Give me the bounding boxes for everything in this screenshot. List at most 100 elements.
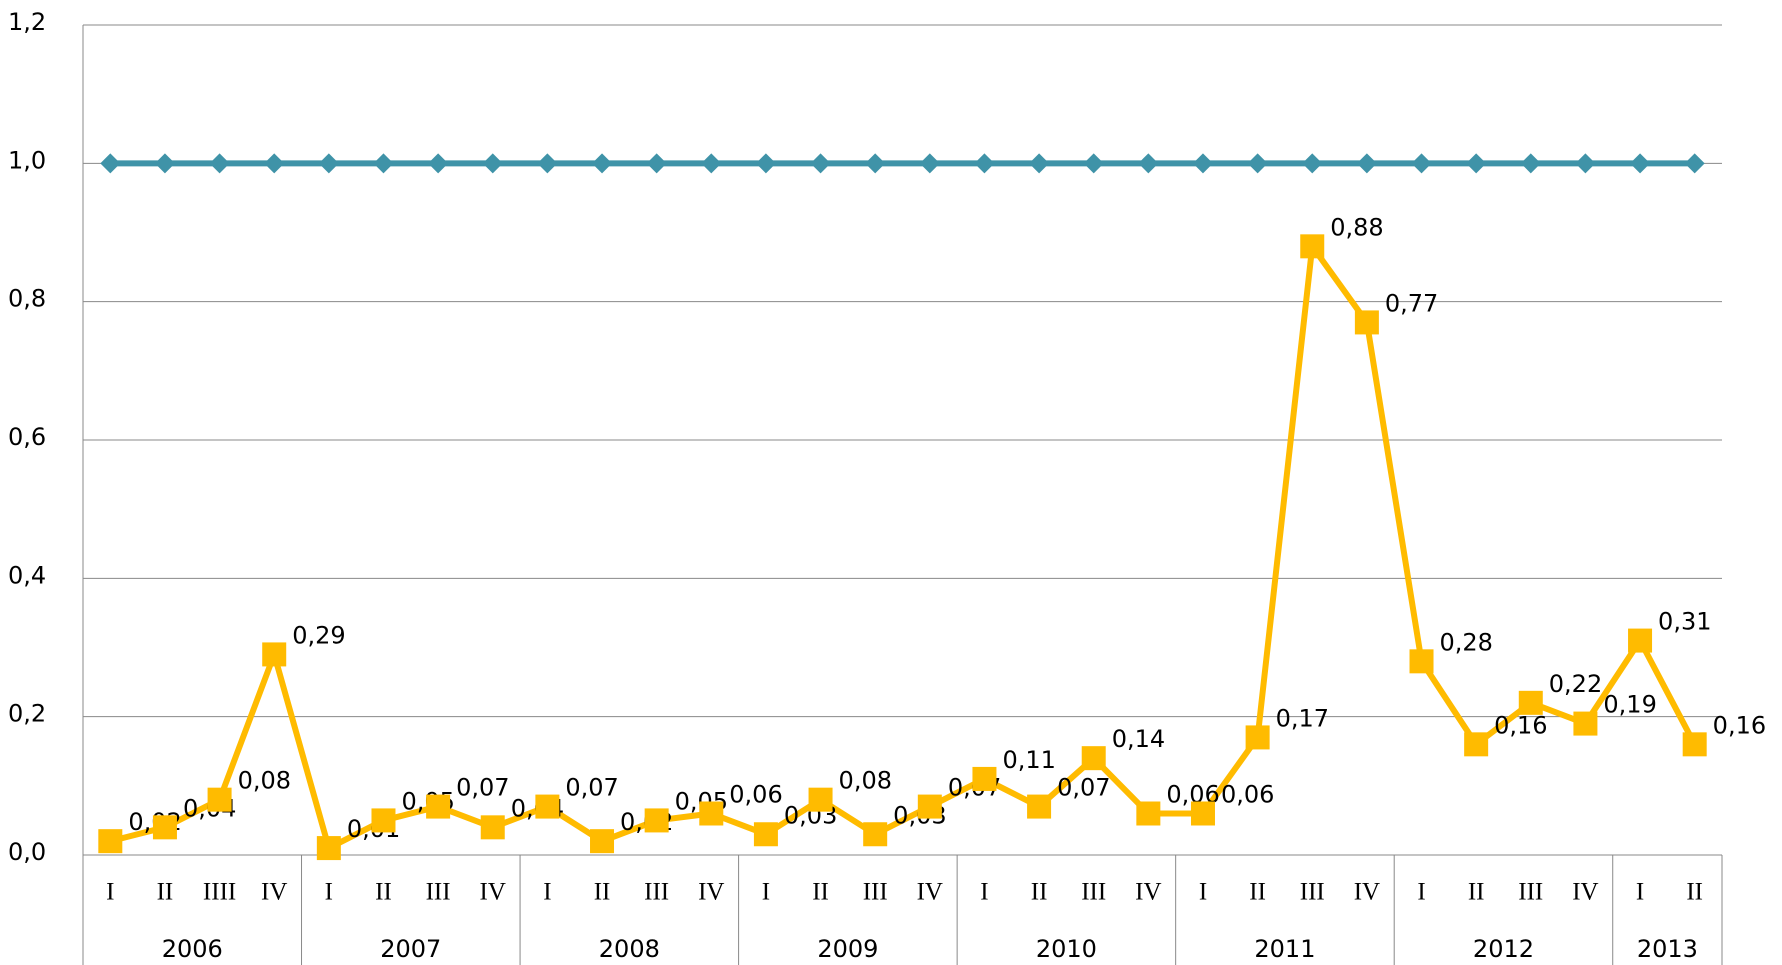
marker <box>1191 802 1215 826</box>
marker <box>1082 746 1106 770</box>
data-label: 0,06 <box>1221 781 1274 809</box>
marker <box>537 153 557 173</box>
x-tick-label: III <box>644 879 669 906</box>
data-label: 0,22 <box>1549 670 1602 698</box>
data-label: 0,11 <box>1002 746 1055 774</box>
marker <box>972 767 996 791</box>
data-label: 0,29 <box>292 621 345 649</box>
marker <box>645 808 669 832</box>
marker <box>756 153 776 173</box>
x-group-label: 2010 <box>1036 935 1097 963</box>
x-tick-label: III <box>426 879 451 906</box>
marker <box>481 815 505 839</box>
marker <box>1628 629 1652 653</box>
data-label: 0,31 <box>1658 608 1711 636</box>
marker <box>1573 712 1597 736</box>
x-group-label: 2006 <box>162 935 223 963</box>
marker <box>1685 153 1705 173</box>
marker <box>1575 153 1595 173</box>
data-label: 0,19 <box>1603 691 1656 719</box>
marker <box>1302 153 1322 173</box>
x-tick-label: II <box>1686 879 1703 906</box>
y-tick-label: 1,2 <box>8 8 46 36</box>
marker <box>863 822 887 846</box>
x-tick-label: IV <box>1354 879 1380 906</box>
y-tick-label: 0,8 <box>8 285 46 313</box>
x-tick-label: III <box>1300 879 1325 906</box>
x-group-label: 2013 <box>1637 935 1698 963</box>
data-label: 0,06 <box>729 781 782 809</box>
marker <box>1519 691 1543 715</box>
marker <box>483 153 503 173</box>
x-tick-label: IV <box>480 879 506 906</box>
data-label: 0,28 <box>1440 628 1493 656</box>
marker <box>754 822 778 846</box>
marker <box>264 153 284 173</box>
x-tick-label: II <box>375 879 392 906</box>
x-tick-label: IIII <box>203 879 236 906</box>
x-tick-label: I <box>1199 879 1207 906</box>
data-label: 0,16 <box>1494 711 1547 739</box>
marker <box>1136 802 1160 826</box>
marker <box>1027 795 1051 819</box>
x-tick-label: II <box>157 879 174 906</box>
x-tick-label: IV <box>1135 879 1161 906</box>
marker <box>428 153 448 173</box>
x-tick-label: IV <box>698 879 724 906</box>
marker <box>262 642 286 666</box>
data-label: 0,08 <box>839 767 892 795</box>
marker <box>1357 153 1377 173</box>
x-group-label: 2009 <box>817 935 878 963</box>
y-tick-label: 0,2 <box>8 700 46 728</box>
x-group-label: 2007 <box>380 935 441 963</box>
marker <box>701 153 721 173</box>
x-tick-label: III <box>863 879 888 906</box>
chart: 0,00,20,40,60,81,01,2IIIIIIIIV2006IIIIII… <box>0 0 1782 965</box>
x-tick-label: IV <box>261 879 287 906</box>
marker <box>1138 153 1158 173</box>
marker <box>1029 153 1049 173</box>
marker <box>590 829 614 853</box>
data-label: 0,07 <box>456 774 509 802</box>
marker <box>811 153 831 173</box>
x-tick-label: II <box>594 879 611 906</box>
data-label: 0,08 <box>238 767 291 795</box>
y-tick-label: 0,0 <box>8 838 46 866</box>
marker <box>1464 732 1488 756</box>
y-tick-label: 0,6 <box>8 423 46 451</box>
x-group-label: 2008 <box>599 935 660 963</box>
x-tick-label: I <box>1636 879 1644 906</box>
x-tick-label: I <box>1417 879 1425 906</box>
marker <box>373 153 393 173</box>
x-tick-label: I <box>325 879 333 906</box>
x-tick-label: I <box>762 879 770 906</box>
marker <box>809 788 833 812</box>
marker <box>1355 310 1379 334</box>
data-label: 0,07 <box>1057 774 1110 802</box>
marker <box>1193 153 1213 173</box>
marker <box>153 815 177 839</box>
data-label: 0,17 <box>1276 704 1329 732</box>
marker <box>1466 153 1486 173</box>
x-tick-label: III <box>1081 879 1106 906</box>
marker <box>920 153 940 173</box>
marker <box>647 153 667 173</box>
marker <box>592 153 612 173</box>
marker <box>974 153 994 173</box>
marker <box>319 153 339 173</box>
marker <box>317 836 341 860</box>
marker <box>155 153 175 173</box>
x-tick-label: II <box>1031 879 1048 906</box>
marker <box>371 808 395 832</box>
marker <box>535 795 559 819</box>
x-group-label: 2012 <box>1473 935 1534 963</box>
data-label: 0,88 <box>1330 213 1383 241</box>
x-tick-label: II <box>812 879 829 906</box>
marker <box>1412 153 1432 173</box>
data-label: 0,07 <box>565 774 618 802</box>
x-tick-label: IV <box>1572 879 1598 906</box>
marker <box>1084 153 1104 173</box>
x-tick-label: II <box>1468 879 1485 906</box>
marker <box>98 829 122 853</box>
data-label: 0,14 <box>1112 725 1165 753</box>
